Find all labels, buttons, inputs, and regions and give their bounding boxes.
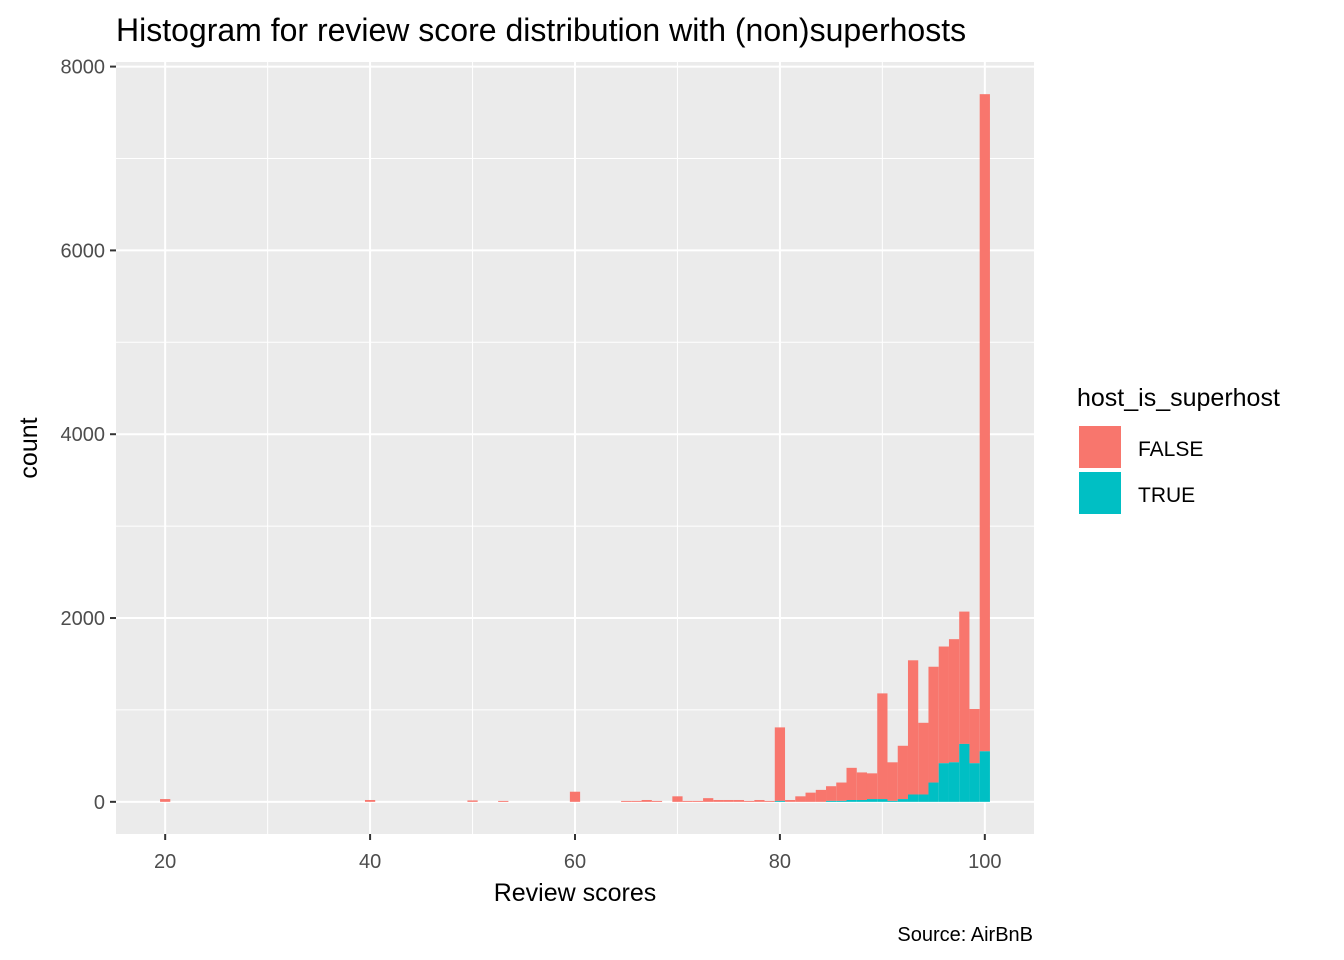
legend-title: host_is_superhost — [1077, 384, 1280, 412]
histogram-bars — [160, 94, 990, 802]
x-tick-label: 80 — [769, 851, 791, 873]
y-tick-label: 6000 — [61, 240, 106, 262]
legend-key-true — [1079, 472, 1121, 514]
bar-false — [928, 666, 939, 783]
bar-false — [723, 799, 734, 802]
bar-false — [713, 799, 724, 802]
bar-false — [815, 789, 827, 802]
bar-false — [641, 799, 652, 802]
x-tick-label: 40 — [359, 851, 381, 873]
bar-false — [682, 800, 693, 802]
bar-true — [907, 794, 919, 802]
chart-caption: Source: AirBnB — [897, 924, 1033, 946]
bar-false — [754, 799, 765, 802]
bar-true — [826, 800, 837, 802]
bar-false — [774, 727, 786, 801]
x-axis-title: Review scores — [494, 879, 657, 907]
y-tick-label: 8000 — [61, 57, 106, 79]
chart-title: Histogram for review score distribution … — [116, 12, 966, 48]
legend-key-false — [1079, 426, 1121, 468]
x-axis: 20 40 60 80 100 — [154, 834, 1002, 873]
bar-false — [969, 709, 980, 764]
bar-true — [774, 800, 786, 802]
legend: host_is_superhost FALSE TRUE — [1077, 384, 1280, 514]
y-axis: 0 2000 4000 6000 8000 — [61, 57, 116, 814]
bar-false — [692, 800, 704, 802]
legend-label-true: TRUE — [1138, 484, 1195, 507]
bar-false — [877, 693, 888, 800]
bar-false — [805, 792, 816, 802]
bar-false — [907, 660, 919, 795]
bar-false — [795, 796, 806, 802]
bar-true — [938, 763, 949, 802]
bar-true — [969, 763, 980, 802]
bar-true — [897, 799, 908, 802]
y-tick-label: 0 — [94, 792, 105, 814]
bar-false — [918, 722, 929, 795]
bar-false — [826, 786, 837, 801]
y-tick-label: 2000 — [61, 608, 106, 630]
bar-true — [928, 782, 939, 802]
bar-false — [764, 800, 775, 802]
bar-false — [651, 800, 663, 802]
bar-false — [887, 762, 898, 801]
bar-false — [897, 745, 908, 800]
bar-false — [631, 800, 642, 802]
bar-false — [856, 772, 867, 800]
bar-true — [979, 751, 990, 802]
bar-false — [938, 646, 949, 764]
bar-false — [621, 800, 632, 802]
bar-false — [979, 94, 990, 752]
bar-false — [948, 639, 960, 763]
bar-false — [160, 799, 171, 802]
y-tick-label: 4000 — [61, 424, 106, 446]
bar-false — [569, 791, 581, 802]
bar-true — [856, 799, 867, 802]
bar-false — [703, 798, 714, 802]
bar-false — [498, 800, 509, 802]
x-tick-label: 60 — [564, 851, 586, 873]
x-tick-label: 20 — [154, 851, 176, 873]
y-axis-title: count — [15, 417, 43, 478]
legend-label-false: FALSE — [1138, 438, 1203, 461]
bar-false — [866, 773, 878, 800]
bar-true — [948, 762, 960, 802]
bar-false — [364, 799, 376, 802]
bar-true — [866, 799, 878, 802]
bar-true — [836, 800, 847, 802]
bar-false — [785, 799, 796, 802]
bar-true — [846, 799, 857, 802]
bar-true — [918, 794, 929, 802]
bar-true — [887, 800, 898, 802]
bar-true — [959, 743, 970, 802]
bar-false — [846, 767, 857, 800]
x-tick-label: 100 — [968, 851, 1001, 873]
bar-false — [467, 800, 478, 802]
bar-true — [877, 799, 888, 802]
bar-false — [672, 796, 683, 802]
bar-false — [744, 800, 755, 802]
bar-false — [733, 799, 745, 802]
bar-false — [836, 782, 847, 801]
bar-false — [959, 611, 970, 744]
